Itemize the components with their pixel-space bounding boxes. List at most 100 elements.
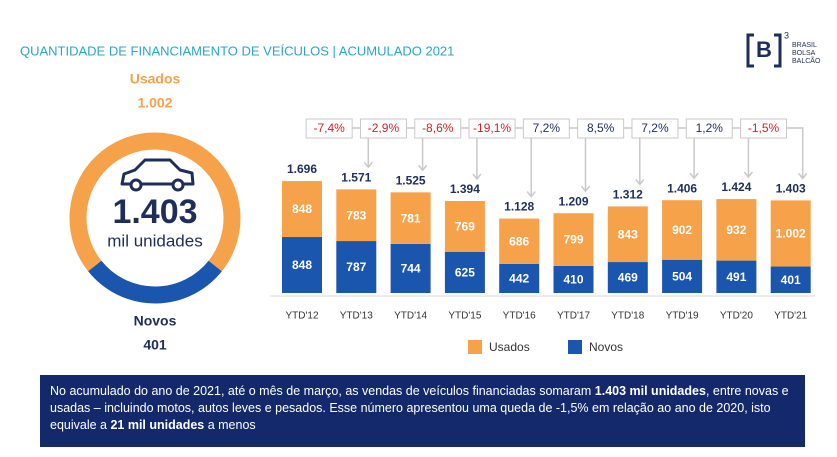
bar-segment	[607, 262, 648, 293]
total-label: 1.406	[667, 181, 697, 195]
donut-arc	[88, 260, 222, 304]
bar-segment	[444, 251, 485, 293]
segment-label: 799	[563, 233, 583, 247]
total-label: 1.571	[341, 170, 371, 184]
change-box	[414, 118, 462, 139]
segment-label: 504	[672, 270, 692, 284]
logo-line: BOLSA	[792, 50, 816, 57]
change-arrowhead	[363, 161, 373, 169]
change-arrowhead	[635, 178, 645, 186]
change-label: -1,5%	[748, 121, 780, 135]
x-tick-label: YTD'20	[720, 311, 753, 322]
bar-segment	[770, 200, 811, 267]
change-box	[468, 118, 516, 139]
legend-swatch	[568, 340, 582, 354]
segment-label: 401	[781, 273, 801, 287]
x-tick-label: YTD'13	[340, 311, 373, 322]
bar-segment	[390, 192, 431, 244]
segment-label: 442	[509, 272, 529, 286]
segment-label: 783	[346, 208, 366, 222]
bar-segment	[607, 206, 648, 263]
bar-segment	[716, 199, 757, 261]
x-tick-label: YTD'17	[557, 311, 590, 322]
title: QUANTIDADE DE FINANCIAMENTO DE VEÍCULOS …	[20, 43, 454, 58]
legend-label: Novos	[589, 340, 623, 354]
segment-label: 491	[726, 270, 746, 284]
change-label: 1,2%	[696, 121, 724, 135]
logo-line: BALCÃO	[792, 56, 821, 65]
logo-sup: 3	[784, 30, 789, 40]
segment-label: 848	[292, 202, 312, 216]
car-icon	[120, 158, 195, 192]
segment-label: 843	[618, 227, 638, 241]
donut-value: 1.002	[137, 95, 172, 111]
segment-label: 902	[672, 223, 692, 237]
x-tick-label: YTD'18	[611, 311, 644, 322]
change-box	[685, 118, 733, 139]
logo-brackets	[746, 33, 782, 68]
change-arrow	[784, 127, 804, 179]
total-label: 1.403	[776, 182, 806, 196]
total-label: 1.312	[613, 188, 643, 202]
change-label: 8,5%	[587, 121, 615, 135]
x-tick-label: YTD'21	[774, 311, 807, 322]
change-label: 7,2%	[533, 121, 561, 135]
change-arrowhead	[743, 171, 753, 179]
change-arrowhead	[472, 173, 482, 181]
logo-line: BRASIL	[792, 42, 817, 49]
legend-label: Usados	[489, 340, 530, 354]
total-label: 1.424	[721, 180, 751, 194]
donut-total: 1.403	[112, 193, 197, 231]
logo-mark: B	[756, 37, 772, 62]
x-tick-label: YTD'15	[448, 311, 481, 322]
x-tick-label: YTD'19	[666, 311, 699, 322]
segment-label: 781	[401, 211, 421, 225]
total-label: 1.696	[287, 162, 317, 176]
segment-label: 469	[618, 271, 638, 285]
donut-caption: mil unidades	[107, 231, 202, 250]
x-tick-label: YTD'14	[394, 311, 427, 322]
donut-arc	[69, 132, 241, 272]
change-arrowhead	[418, 164, 428, 172]
change-box	[577, 118, 625, 139]
segment-label: 1.002	[776, 227, 806, 241]
bar-segment	[390, 243, 431, 293]
x-tick-label: YTD'16	[503, 311, 536, 322]
total-label: 1.394	[450, 182, 480, 196]
segment-label: 744	[401, 262, 421, 276]
change-label: -8,6%	[422, 121, 454, 135]
change-arrowhead	[689, 172, 699, 180]
total-label: 1.128	[504, 200, 534, 214]
donut-label: Usados	[130, 71, 181, 87]
segment-label: 848	[292, 258, 312, 272]
segment-label: 686	[509, 234, 529, 248]
change-arrowhead	[798, 172, 808, 180]
bar-segment	[282, 237, 322, 293]
change-box	[305, 118, 353, 139]
total-label: 1.525	[396, 174, 426, 188]
note-box: No acumulado do ano de 2021, até o mês d…	[40, 375, 805, 447]
bar-segment	[282, 181, 322, 238]
bar-segment	[716, 260, 757, 293]
bar-segment	[336, 241, 377, 293]
change-label: -7,4%	[313, 121, 345, 135]
change-arrowhead	[580, 185, 591, 193]
x-tick-label: YTD'12	[285, 311, 318, 322]
note-text: 1.403 mil unidades	[594, 384, 706, 398]
bar-segment	[770, 266, 811, 293]
change-label: -2,9%	[368, 121, 400, 135]
bar-segment	[444, 200, 485, 252]
donut-label: Novos	[134, 313, 177, 329]
change-box	[631, 118, 679, 139]
change-box	[359, 118, 407, 139]
note-text: No acumulado do ano de 2021, até o mês d…	[50, 384, 595, 398]
bar-segment	[553, 213, 594, 266]
bar-segment	[662, 200, 703, 260]
change-box	[522, 118, 570, 139]
segment-label: 787	[346, 260, 366, 274]
segment-label: 410	[563, 273, 583, 287]
note-text: 21 mil unidades	[110, 418, 205, 432]
note-text: , entre novas e usadas – incluindo motos…	[50, 384, 789, 432]
